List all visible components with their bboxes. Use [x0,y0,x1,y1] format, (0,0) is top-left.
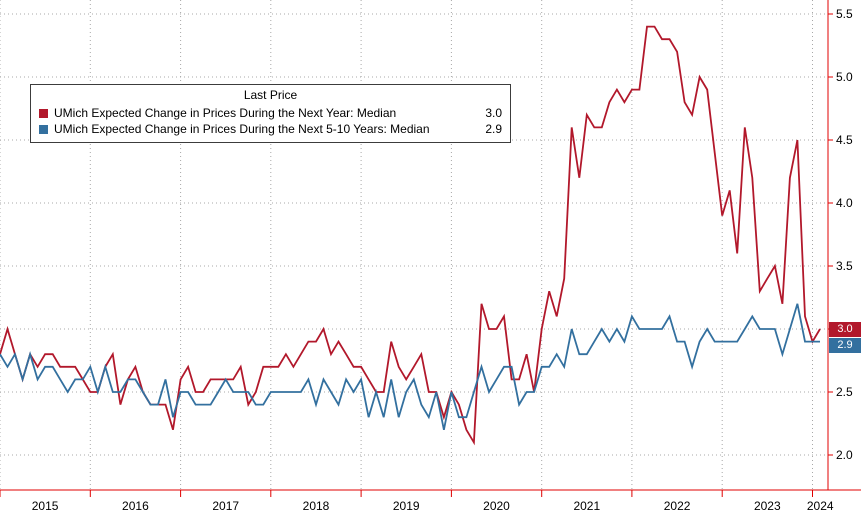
legend-value: 2.9 [485,122,502,136]
x-axis-label: 2022 [664,499,691,513]
y-axis-label: 4.5 [836,133,853,147]
legend-entry-5-10-years: UMich Expected Change in Prices During t… [39,121,502,137]
legend-title: Last Price [243,88,298,102]
x-axis-label: 2023 [754,499,781,513]
y-axis-label: 2.0 [836,448,853,462]
y-axis-label: 5.5 [836,7,853,21]
y-axis-label: 4.0 [836,196,853,210]
legend-label: UMich Expected Change in Prices During t… [54,106,397,120]
red-series-swatch-icon [39,108,48,118]
x-axis-label: 2019 [393,499,420,513]
y-axis-label: 3.5 [836,259,853,273]
series-line-next-5-10-years [0,303,820,430]
legend-label: UMich Expected Change in Prices During t… [54,122,430,136]
legend-entry-next-year: UMich Expected Change in Prices During t… [39,105,502,121]
series-line-next-year [0,25,821,446]
x-axis-label: 2024 [807,499,834,513]
last-price-badge-next-year: 3.0 [829,321,861,337]
x-axis-label: 2016 [122,499,149,513]
blue-series-swatch-icon [39,124,48,134]
x-axis-label: 2015 [32,499,59,513]
x-axis-label: 2021 [573,499,600,513]
y-axis-label: 2.5 [836,385,853,399]
legend-value: 3.0 [485,106,502,120]
last-price-badge-5-10-years: 2.9 [829,337,861,353]
x-axis-label: 2018 [303,499,330,513]
x-axis-label: 2020 [483,499,510,513]
legend: Last Price UMich Expected Change in Pric… [30,84,511,143]
y-axis-label: 5.0 [836,70,853,84]
x-axis-label: 2017 [212,499,239,513]
